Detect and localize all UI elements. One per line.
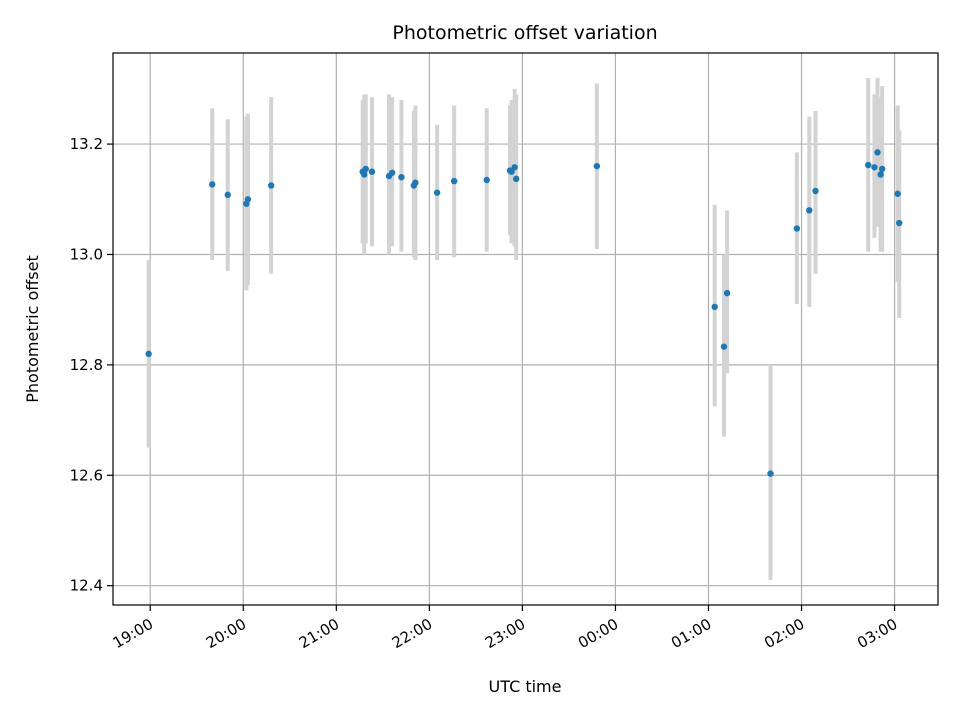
data-point <box>368 168 376 175</box>
data-point <box>723 289 731 297</box>
point-layer <box>145 149 903 477</box>
data-point <box>483 176 490 184</box>
data-point <box>224 191 231 199</box>
data-point <box>209 181 216 188</box>
data-point <box>398 174 405 181</box>
y-tick-label: 12.8 <box>70 356 103 374</box>
data-point <box>511 164 518 171</box>
y-tick-label: 12.6 <box>70 466 103 484</box>
data-point <box>767 470 774 477</box>
data-point <box>812 187 819 195</box>
data-point <box>878 165 886 173</box>
data-point <box>145 350 152 358</box>
data-point <box>720 343 728 350</box>
data-point <box>412 179 419 186</box>
data-point <box>877 171 884 178</box>
data-point <box>806 207 813 214</box>
data-point <box>512 175 520 183</box>
data-point <box>362 165 369 173</box>
y-tick-label: 12.4 <box>70 577 103 595</box>
chart-title: Photometric offset variation <box>392 22 657 44</box>
data-point <box>593 162 601 170</box>
grid-layer <box>113 53 938 605</box>
data-point <box>433 189 441 196</box>
plot-frame <box>112 52 939 606</box>
data-point <box>361 171 368 178</box>
data-point <box>896 219 903 227</box>
data-point <box>865 161 872 169</box>
data-point <box>874 149 881 156</box>
data-point <box>450 177 458 185</box>
data-point <box>267 182 275 189</box>
data-point <box>793 225 801 232</box>
data-point <box>388 169 396 176</box>
data-point <box>244 196 252 203</box>
x-axis-label: UTC time <box>489 677 562 696</box>
y-tick-label: 13.0 <box>70 245 103 263</box>
y-tick-label: 13.2 <box>70 135 103 153</box>
data-point <box>894 190 901 197</box>
data-point <box>711 303 718 311</box>
y-axis-label: Photometric offset <box>23 255 42 403</box>
data-point <box>871 164 878 171</box>
